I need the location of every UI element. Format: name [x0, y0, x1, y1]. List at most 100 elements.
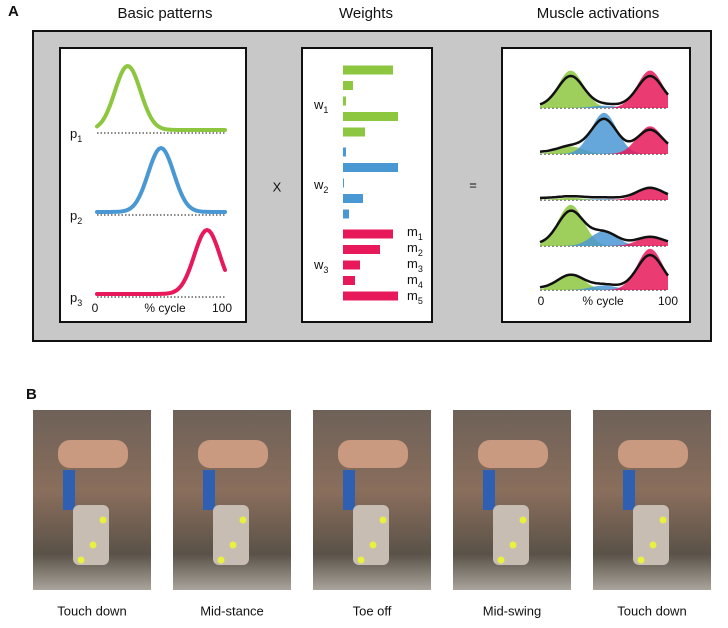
activation-outline [539, 117, 669, 153]
photo-caption: Mid-swing [483, 603, 542, 618]
photo-marker [659, 516, 667, 524]
weight-bar [343, 96, 346, 106]
weight-bar [343, 245, 380, 254]
muscle-label-sub: 5 [418, 296, 423, 306]
weights-box [301, 47, 433, 323]
activation-component [540, 112, 668, 154]
muscle-label-letter: m [407, 256, 418, 271]
pattern-label: p3 [70, 290, 82, 308]
axis-end: 100 [658, 294, 678, 308]
photo-leg [213, 505, 249, 565]
photo-hand [58, 440, 128, 468]
muscle-label-sub: 2 [418, 248, 423, 258]
activation-component [540, 105, 668, 108]
panel-label: A [8, 3, 19, 20]
muscle-label-letter: m [407, 272, 418, 287]
weight-label-letter: w [313, 177, 324, 192]
photo-marker [357, 556, 365, 564]
photo-marker [89, 541, 97, 549]
pattern-label-letter: p [70, 290, 77, 305]
muscle-label-sub: 4 [418, 280, 423, 290]
photo-marker [509, 541, 517, 549]
axis-start: 0 [538, 294, 545, 308]
activation-component [540, 248, 668, 290]
weight-bar [343, 112, 398, 121]
weight-label: w1 [313, 97, 328, 115]
weight-bar [343, 147, 346, 157]
muscle-label-sub: 3 [418, 264, 423, 274]
activation-component [540, 126, 668, 154]
weight-bar [343, 229, 393, 239]
weight-bar [343, 260, 360, 270]
weight-bar [343, 65, 393, 75]
photo-leg [493, 505, 529, 565]
activation-component [540, 70, 668, 108]
photo-hand [198, 440, 268, 468]
muscle-label: m4 [407, 272, 423, 290]
heading: Weights [339, 5, 393, 22]
muscle-label: m5 [407, 288, 423, 306]
heading: Muscle activations [537, 5, 660, 22]
photo-hand [618, 440, 688, 468]
pattern-label: p2 [70, 208, 82, 226]
axis-label: % cycle [582, 294, 624, 308]
photo-brace [343, 470, 355, 510]
muscle-label-sub: 1 [418, 232, 423, 242]
photo-marker [519, 516, 527, 524]
weight-bar [343, 209, 349, 219]
photo-marker [99, 516, 107, 524]
photo-leg [73, 505, 109, 565]
pattern-label-sub: 1 [77, 134, 82, 144]
muscle-label: m3 [407, 256, 423, 274]
muscle-label-letter: m [407, 224, 418, 239]
equals-sign: = [469, 177, 477, 192]
muscle-label: m1 [407, 224, 423, 242]
photo-leg [633, 505, 669, 565]
axis-end: 100 [212, 301, 232, 315]
photo-marker [497, 556, 505, 564]
activation-outline [539, 209, 669, 244]
pattern-curve [95, 145, 227, 214]
pattern-label-sub: 2 [77, 216, 82, 226]
photo-marker [77, 556, 85, 564]
weight-label-sub: 3 [323, 265, 328, 275]
weight-bar [343, 291, 398, 301]
weight-bar [343, 163, 398, 172]
activation-component [540, 187, 668, 200]
heading: Basic patterns [117, 5, 212, 22]
weight-label-letter: w [313, 257, 324, 272]
photo-leg [353, 505, 389, 565]
photo-caption: Touch down [617, 603, 686, 618]
photo-marker [239, 516, 247, 524]
weight-label: w3 [313, 257, 328, 275]
photo-hand [478, 440, 548, 468]
weight-bar [343, 194, 363, 203]
activation-component [540, 204, 668, 246]
weight-label-letter: w [313, 97, 324, 112]
muscle-label-letter: m [407, 288, 418, 303]
photo-caption: Toe off [353, 603, 392, 618]
photo-marker [217, 556, 225, 564]
activation-component [540, 285, 668, 290]
axis-label: % cycle [144, 301, 186, 315]
activation-outline [539, 253, 670, 289]
activation-component [540, 70, 668, 108]
activation-component [540, 231, 668, 246]
photo-caption: Touch down [57, 603, 126, 618]
activation-outline [540, 186, 669, 200]
weight-bar [343, 81, 353, 90]
weight-label-sub: 1 [323, 105, 328, 115]
photo-marker [379, 516, 387, 524]
photo-brace [203, 470, 215, 510]
photo-caption: Mid-stance [200, 603, 264, 618]
pattern-label: p1 [70, 126, 82, 144]
pattern-curve [95, 227, 227, 296]
weight-label-sub: 2 [323, 185, 328, 195]
photo-hand [338, 440, 408, 468]
pattern-label-sub: 3 [77, 298, 82, 308]
activation-component [540, 273, 668, 290]
axis-start: 0 [92, 301, 99, 315]
weight-bar [343, 127, 365, 137]
photo-marker [637, 556, 645, 564]
